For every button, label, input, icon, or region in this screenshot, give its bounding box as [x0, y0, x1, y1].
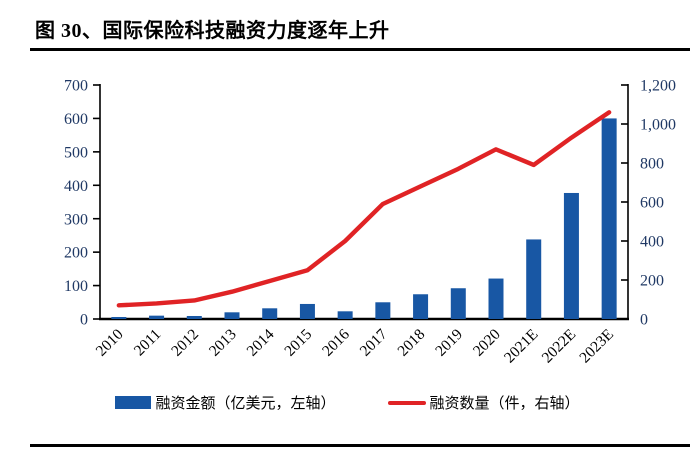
x-label-2020: 2020 [470, 326, 504, 360]
y-right-tick-label: 0 [640, 312, 648, 329]
x-label-2013: 2013 [206, 326, 240, 360]
y-left-tick-label: 400 [64, 178, 88, 195]
bar-2015 [299, 303, 315, 319]
x-label-2022E: 2022E [539, 326, 580, 367]
bar-2018 [413, 294, 429, 319]
y-left-tick-label: 0 [80, 312, 88, 329]
bar-2021E [526, 239, 542, 319]
bar-2011 [149, 315, 165, 319]
bar-2020 [488, 278, 504, 319]
bar-2014 [262, 308, 278, 319]
y-right-tick-label: 200 [640, 273, 664, 290]
y-left-tick-label: 300 [64, 211, 88, 228]
bottom-rule [30, 444, 690, 447]
y-right-tick-label: 1,000 [640, 117, 676, 134]
y-left-tick-label: 500 [64, 144, 88, 161]
legend-item-line: 融资数量（件，右轴） [387, 392, 580, 413]
x-label-2021E: 2021E [501, 326, 542, 367]
line-series [116, 110, 612, 308]
bar-2012 [186, 315, 202, 319]
x-label-2011: 2011 [131, 326, 165, 360]
x-label-2012: 2012 [168, 326, 202, 360]
chart-area: 0 100 200 300 400 500 600 700 0 200 400 600 800 1,000… [0, 58, 695, 388]
legend-line-label: 融资数量（件，右轴） [429, 396, 580, 412]
legend-bar-label: 融资金额（亿美元，左轴） [155, 396, 336, 412]
x-label-2015: 2015 [281, 326, 315, 360]
x-label-2018: 2018 [394, 326, 428, 360]
y-left-tick-label: 700 [64, 78, 88, 95]
x-label-2017: 2017 [357, 326, 391, 360]
bar-2023E [601, 118, 617, 319]
y-right-tick-label: 1,200 [640, 78, 676, 95]
bar-2013 [224, 312, 240, 319]
y-right-tick-label: 600 [640, 195, 664, 212]
bar-series-swatch [115, 396, 152, 409]
y-left-tick-label: 600 [64, 111, 88, 128]
y-right-tick-label: 400 [640, 234, 664, 251]
legend-item-bar: 融资金额（亿美元，左轴） [115, 392, 336, 413]
title-rule [30, 48, 690, 51]
x-label-2016: 2016 [319, 326, 353, 360]
bar-2017 [375, 302, 391, 319]
bar-2019 [450, 288, 466, 319]
x-label-2010: 2010 [93, 326, 127, 360]
x-label-2019: 2019 [432, 326, 466, 360]
y-left-tick-label: 100 [64, 278, 88, 295]
y-right-tick-label: 800 [640, 156, 664, 173]
line-series-swatch [387, 400, 426, 405]
bar-2016 [337, 311, 353, 319]
x-label-2023E: 2023E [576, 326, 617, 367]
x-label-2014: 2014 [244, 326, 278, 360]
figure-title: 图 30、国际保险科技融资力度逐年上升 [35, 20, 390, 42]
chart-svg: 0 100 200 300 400 500 600 700 0 200 400 600 800 1,000… [64, 78, 676, 367]
bar-2010 [111, 316, 127, 319]
y-left-tick-label: 200 [64, 245, 88, 262]
bar-2022E [563, 192, 579, 319]
legend: 融资金额（亿美元，左轴） 融资数量（件，右轴） [0, 392, 695, 413]
